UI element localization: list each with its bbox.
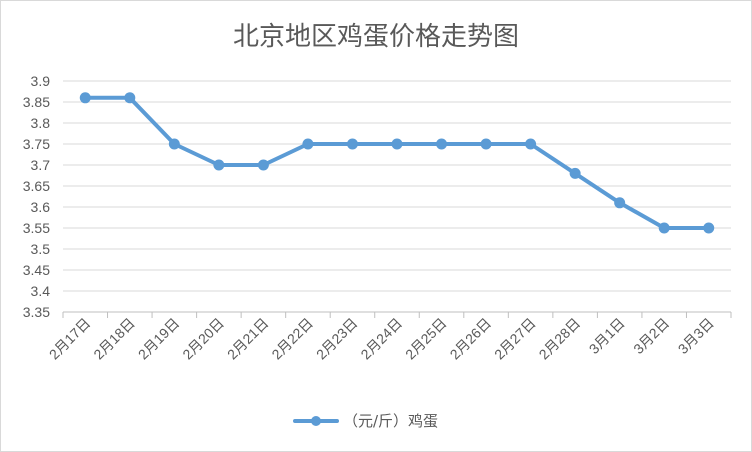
x-tick-label: 2月19日: [135, 315, 183, 363]
x-tick-label: 2月28日: [536, 315, 584, 363]
y-tick-label: 3.55: [23, 220, 50, 236]
y-tick-label: 3.4: [31, 283, 51, 299]
y-tick-label: 3.6: [31, 199, 51, 215]
x-tick-label: 2月21日: [224, 315, 272, 363]
x-axis-ticks: 2月17日2月18日2月19日2月20日2月21日2月22日2月23日2月24日…: [46, 315, 717, 363]
data-point[interactable]: [257, 159, 269, 171]
x-tick-label: 2月20日: [179, 315, 227, 363]
legend[interactable]: （元/斤）鸡蛋: [293, 412, 438, 430]
data-point[interactable]: [302, 138, 314, 150]
y-tick-label: 3.65: [23, 178, 50, 194]
y-tick-label: 3.8: [31, 115, 51, 131]
x-tick-label: 3月3日: [675, 315, 717, 357]
x-tick-label: 3月2日: [630, 315, 672, 357]
x-tick-label: 2月23日: [313, 315, 361, 363]
x-tick-label: 2月27日: [491, 315, 539, 363]
x-tick-label: 2月24日: [357, 315, 405, 363]
legend-marker-swatch: [311, 416, 321, 426]
data-point[interactable]: [346, 138, 358, 150]
y-axis-ticks: 3.35 3.4 3.45 3.5 3.55 3.6 3.65 3.7 3.75 3.8 3.85 3…: [23, 73, 50, 320]
y-tick-label: 3.7: [31, 157, 51, 173]
data-point[interactable]: [480, 138, 492, 150]
x-tick-label: 2月26日: [447, 315, 495, 363]
legend-label: （元/斤）鸡蛋: [343, 412, 438, 430]
y-tick-label: 3.35: [23, 304, 50, 320]
chart-title: 北京地区鸡蛋价格走势图: [233, 22, 519, 52]
series-line: [83, 95, 711, 230]
x-tick-label: 3月1日: [586, 315, 628, 357]
data-point[interactable]: [168, 138, 180, 150]
data-point[interactable]: [614, 197, 626, 209]
y-tick-label: 3.9: [31, 73, 51, 89]
data-point[interactable]: [124, 92, 136, 104]
series-group: [79, 92, 715, 234]
x-tick-label: 2月25日: [402, 315, 450, 363]
data-point[interactable]: [436, 138, 448, 150]
gridlines: [62, 80, 732, 318]
y-tick-label: 3.85: [23, 94, 50, 110]
y-tick-label: 3.75: [23, 136, 50, 152]
data-point[interactable]: [525, 138, 537, 150]
y-tick-label: 3.5: [31, 241, 51, 257]
data-point[interactable]: [391, 138, 403, 150]
data-point[interactable]: [79, 92, 91, 104]
data-point[interactable]: [658, 222, 670, 234]
x-tick-label: 2月22日: [268, 315, 316, 363]
x-tick-label: 2月18日: [90, 315, 138, 363]
data-point[interactable]: [703, 222, 715, 234]
y-tick-label: 3.45: [23, 262, 50, 278]
data-point[interactable]: [213, 159, 225, 171]
data-point[interactable]: [569, 167, 581, 179]
x-tick-label: 2月17日: [46, 315, 94, 363]
